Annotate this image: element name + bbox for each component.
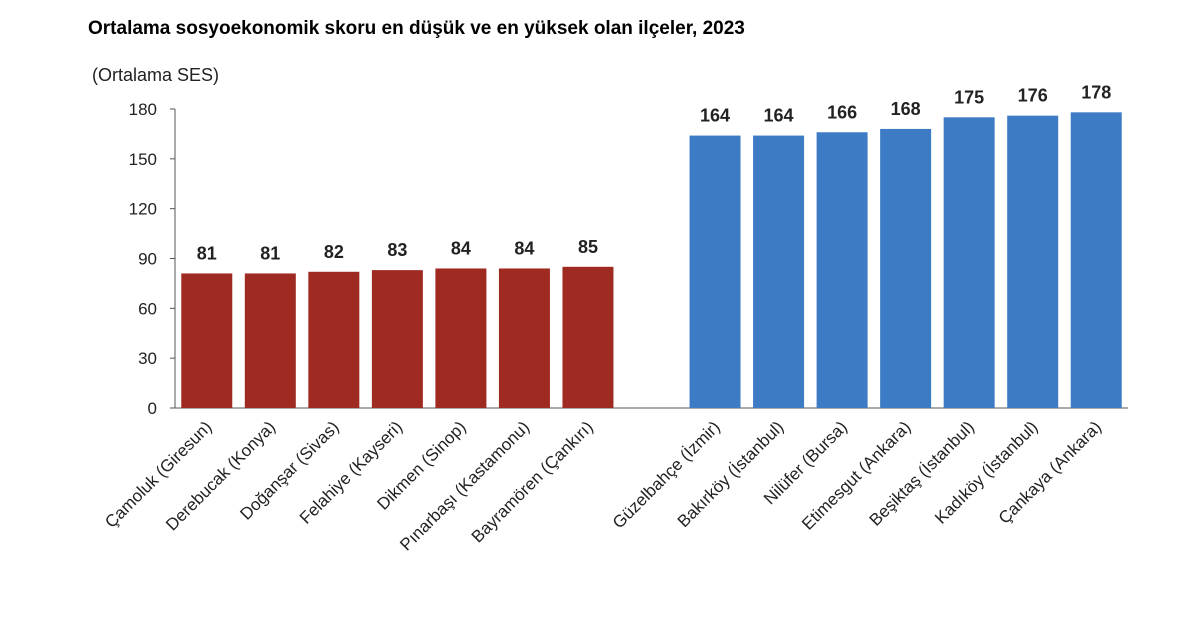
data-label: 176 (1018, 86, 1048, 106)
bar (753, 135, 805, 409)
x-tick-label: Çamoluk (Giresun) (101, 417, 215, 531)
bar (1070, 112, 1122, 409)
data-label: 168 (891, 99, 921, 119)
bar (816, 132, 868, 408)
x-tick-label: Beşiktaş (İstanbul) (866, 417, 978, 529)
y-tick-label: 60 (138, 299, 157, 318)
bar (1007, 115, 1059, 409)
data-label: 81 (260, 243, 280, 263)
bar (308, 271, 360, 408)
data-label: 83 (387, 240, 407, 260)
data-label: 84 (514, 238, 534, 258)
x-tick-label: Derebucak (Konya) (162, 417, 279, 534)
y-tick-label: 30 (138, 349, 157, 368)
bar (181, 273, 233, 408)
x-tick-label: Bayramören (Çankırı) (468, 417, 597, 546)
x-tick-label: Pınarbaşı (Kastamonu) (396, 417, 533, 554)
bar (498, 268, 550, 408)
bar (562, 266, 614, 408)
data-label: 82 (324, 242, 344, 262)
bar (880, 128, 932, 408)
bar (244, 273, 296, 408)
data-label: 164 (700, 106, 730, 126)
bar (689, 135, 741, 409)
x-tick-label: Güzelbahçe (İzmir) (609, 417, 724, 532)
data-label: 85 (578, 237, 598, 257)
data-label: 175 (954, 87, 984, 107)
bar (435, 268, 487, 408)
y-axis-label: (Ortalama SES) (92, 65, 219, 85)
bar (371, 270, 423, 408)
data-label: 178 (1081, 82, 1111, 102)
chart-title: Ortalama sosyoekonomik skoru en düşük ve… (88, 18, 745, 39)
data-label: 166 (827, 102, 857, 122)
data-label: 84 (451, 238, 471, 258)
y-tick-label: 120 (129, 200, 157, 219)
y-tick-label: 150 (129, 150, 157, 169)
y-tick-label: 90 (138, 250, 157, 269)
data-label: 164 (764, 106, 794, 126)
y-tick-label: 0 (148, 399, 157, 418)
x-tick-label: Etimesgut (Ankara) (798, 417, 914, 533)
bar (943, 117, 995, 409)
data-label: 81 (197, 243, 217, 263)
y-tick-label: 180 (129, 100, 157, 119)
x-tick-label: Bakırköy (İstanbul) (674, 417, 788, 531)
